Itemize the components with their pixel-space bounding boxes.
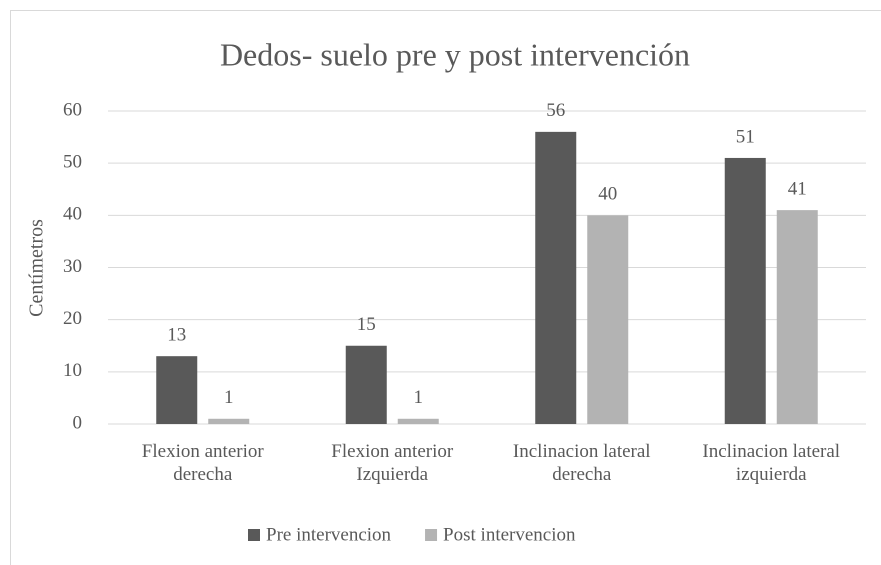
data-label: 13 (167, 325, 186, 346)
x-tick-label: Flexion anterior Izquierda (331, 441, 454, 485)
x-tick-label: Inclinacion lateral izquierda (702, 441, 841, 485)
y-tick-label: 60 (63, 99, 82, 120)
bar (345, 345, 387, 424)
y-axis-label: Centímetros (26, 219, 48, 317)
legend-swatch (248, 529, 260, 541)
y-tick-label: 40 (63, 204, 82, 225)
data-label: 51 (736, 126, 755, 147)
chart-border (10, 10, 881, 565)
x-tick-label: Inclinacion lateral derecha (512, 441, 651, 485)
bar (587, 215, 629, 424)
y-tick-label: 0 (73, 412, 83, 433)
y-tick-label: 20 (63, 308, 82, 329)
data-label: 41 (788, 178, 807, 199)
y-tick-label: 10 (63, 360, 82, 381)
legend-label: Pre intervencion (266, 524, 392, 545)
bar (724, 157, 766, 424)
bar (208, 418, 250, 424)
bar (156, 356, 198, 424)
data-label: 15 (357, 314, 376, 335)
bar (397, 418, 439, 424)
data-label: 40 (598, 184, 617, 205)
bar (535, 131, 577, 424)
y-tick-label: 30 (63, 256, 82, 277)
bar (776, 210, 818, 424)
chart-title: Dedos- suelo pre y post intervención (220, 36, 690, 72)
data-label: 56 (546, 100, 565, 121)
legend-swatch (425, 529, 438, 541)
data-label: 1 (414, 387, 424, 408)
y-tick-label: 50 (63, 152, 82, 173)
x-tick-label: Flexion anterior derecha (141, 441, 264, 485)
legend-label: Post intervencion (443, 524, 576, 545)
data-label: 1 (224, 387, 234, 408)
